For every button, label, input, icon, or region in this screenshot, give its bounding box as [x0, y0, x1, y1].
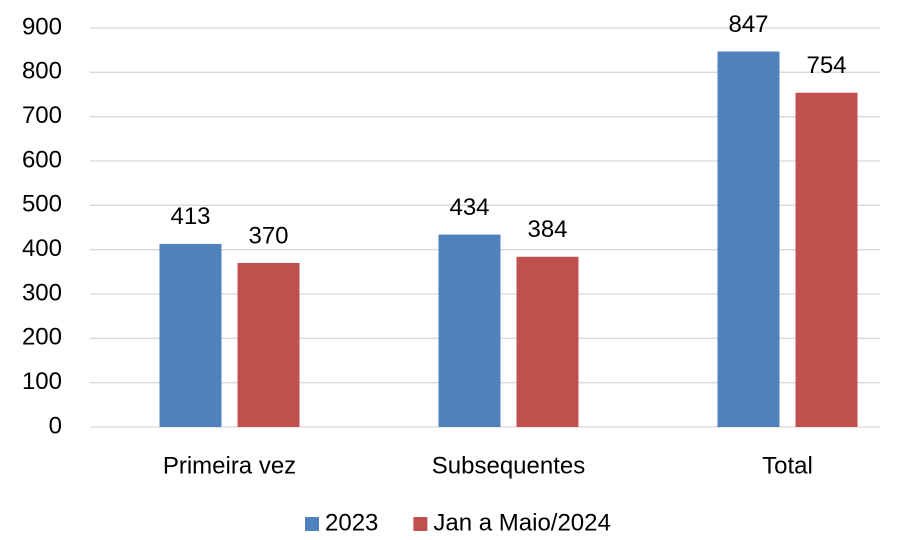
- y-tick-label: 100: [22, 368, 62, 395]
- y-tick-label: 900: [22, 13, 62, 40]
- y-tick-label: 200: [22, 324, 62, 351]
- y-tick-label: 800: [22, 58, 62, 85]
- y-tick-label: 500: [22, 191, 62, 218]
- data-label: 754: [806, 52, 846, 79]
- x-tick-label: Subsequentes: [432, 452, 585, 479]
- bar: [516, 256, 579, 427]
- y-tick-label: 0: [49, 412, 62, 439]
- x-tick-label: Primeira vez: [163, 452, 296, 479]
- bar: [438, 234, 501, 427]
- y-tick-label: 700: [22, 102, 62, 129]
- bar: [159, 243, 222, 427]
- bar: [795, 92, 858, 427]
- data-label: 413: [170, 203, 210, 230]
- bar: [717, 51, 780, 427]
- legend-swatch: [305, 517, 319, 531]
- legend-label: 2023: [325, 509, 378, 536]
- legend-swatch: [413, 517, 428, 531]
- y-tick-label: 300: [22, 279, 62, 306]
- x-tick-label: Total: [762, 452, 813, 479]
- data-label: 434: [449, 194, 489, 221]
- bar: [237, 262, 300, 427]
- data-label: 847: [728, 11, 768, 38]
- y-tick-label: 400: [22, 235, 62, 262]
- data-label: 384: [527, 216, 567, 243]
- data-label: 370: [248, 222, 288, 249]
- legend-label: Jan a Maio/2024: [433, 509, 610, 536]
- y-tick-label: 600: [22, 146, 62, 173]
